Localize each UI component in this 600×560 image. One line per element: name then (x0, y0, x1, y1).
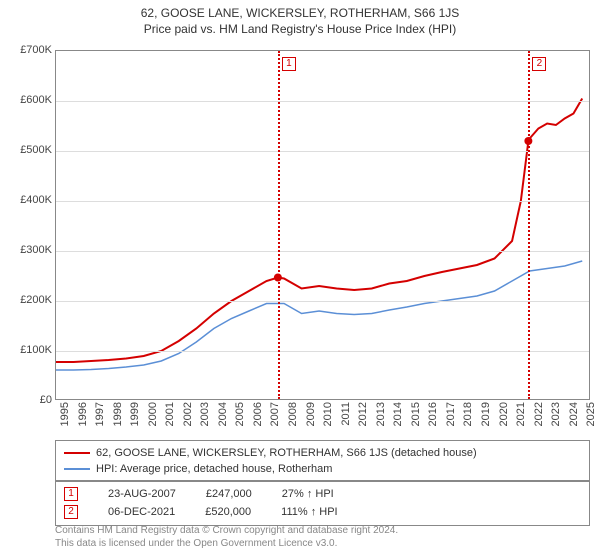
legend-label: 62, GOOSE LANE, WICKERSLEY, ROTHERHAM, S… (96, 447, 477, 459)
legend-swatch (64, 452, 90, 454)
sales-table: 1 23-AUG-2007 £247,000 27% ↑ HPI 2 06-DE… (55, 480, 590, 526)
sale-marker-icon: 2 (64, 505, 78, 519)
x-tick-label: 2013 (375, 402, 387, 426)
y-tick-label: £600K (20, 94, 52, 106)
x-tick-label: 2025 (585, 402, 597, 426)
sale-delta: 111% ↑ HPI (281, 506, 337, 518)
chart-svg (56, 51, 589, 399)
footer-line: This data is licensed under the Open Gov… (55, 537, 398, 550)
x-tick-label: 1999 (129, 402, 141, 426)
y-tick-label: £500K (20, 144, 52, 156)
footer-line: Contains HM Land Registry data © Crown c… (55, 524, 398, 537)
sale-price: £247,000 (206, 488, 252, 500)
x-tick-label: 2019 (480, 402, 492, 426)
gridline (56, 201, 589, 202)
x-tick-label: 2000 (147, 402, 159, 426)
chart-container: 62, GOOSE LANE, WICKERSLEY, ROTHERHAM, S… (0, 0, 600, 560)
y-tick-label: £700K (20, 44, 52, 56)
x-tick-label: 2003 (199, 402, 211, 426)
y-tick-label: £0 (40, 394, 52, 406)
x-tick-label: 1995 (59, 402, 71, 426)
sale-marker-icon: 1 (64, 487, 78, 501)
legend-swatch (64, 468, 90, 470)
x-tick-label: 1996 (77, 402, 89, 426)
x-tick-label: 2007 (269, 402, 281, 426)
series-line-price_paid (56, 99, 582, 363)
title-subtitle: Price paid vs. HM Land Registry's House … (0, 22, 600, 36)
sale-vline (278, 51, 280, 399)
x-tick-label: 1998 (112, 402, 124, 426)
x-tick-label: 2023 (550, 402, 562, 426)
title-address: 62, GOOSE LANE, WICKERSLEY, ROTHERHAM, S… (0, 6, 600, 20)
plot-area: 12 (55, 50, 590, 400)
x-tick-label: 2002 (182, 402, 194, 426)
series-line-hpi (56, 261, 582, 370)
sale-date: 23-AUG-2007 (108, 488, 176, 500)
x-tick-label: 1997 (94, 402, 106, 426)
x-tick-label: 2021 (515, 402, 527, 426)
x-tick-label: 2004 (217, 402, 229, 426)
sale-vline (528, 51, 530, 399)
x-tick-label: 2024 (568, 402, 580, 426)
x-tick-label: 2001 (164, 402, 176, 426)
x-tick-label: 2017 (445, 402, 457, 426)
table-row: 1 23-AUG-2007 £247,000 27% ↑ HPI (64, 485, 581, 503)
legend-item: HPI: Average price, detached house, Roth… (64, 461, 581, 477)
table-row: 2 06-DEC-2021 £520,000 111% ↑ HPI (64, 503, 581, 521)
x-tick-label: 2020 (498, 402, 510, 426)
sale-marker-icon: 1 (282, 57, 296, 71)
footer: Contains HM Land Registry data © Crown c… (55, 524, 398, 550)
gridline (56, 151, 589, 152)
x-tick-label: 2012 (357, 402, 369, 426)
x-tick-label: 2015 (410, 402, 422, 426)
y-tick-label: £100K (20, 344, 52, 356)
y-tick-label: £400K (20, 194, 52, 206)
sale-date: 06-DEC-2021 (108, 506, 175, 518)
sale-delta: 27% ↑ HPI (282, 488, 334, 500)
x-tick-label: 2018 (462, 402, 474, 426)
sale-price: £520,000 (205, 506, 251, 518)
x-tick-label: 2005 (234, 402, 246, 426)
x-tick-label: 2022 (533, 402, 545, 426)
gridline (56, 101, 589, 102)
y-tick-label: £300K (20, 244, 52, 256)
gridline (56, 301, 589, 302)
sale-marker-icon: 2 (532, 57, 546, 71)
titles: 62, GOOSE LANE, WICKERSLEY, ROTHERHAM, S… (0, 0, 600, 36)
gridline (56, 351, 589, 352)
y-tick-label: £200K (20, 294, 52, 306)
legend: 62, GOOSE LANE, WICKERSLEY, ROTHERHAM, S… (55, 440, 590, 482)
x-tick-label: 2014 (392, 402, 404, 426)
x-tick-label: 2009 (305, 402, 317, 426)
legend-item: 62, GOOSE LANE, WICKERSLEY, ROTHERHAM, S… (64, 445, 581, 461)
x-tick-label: 2010 (322, 402, 334, 426)
legend-label: HPI: Average price, detached house, Roth… (96, 463, 332, 475)
gridline (56, 251, 589, 252)
x-tick-label: 2006 (252, 402, 264, 426)
x-tick-label: 2011 (340, 402, 352, 426)
x-tick-label: 2016 (427, 402, 439, 426)
x-tick-label: 2008 (287, 402, 299, 426)
